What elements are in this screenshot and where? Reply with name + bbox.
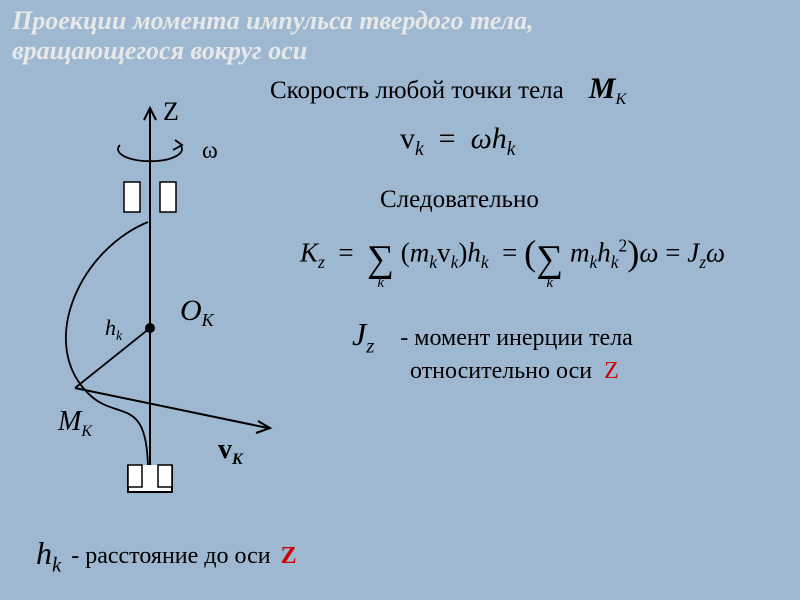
hk-k1: k (507, 139, 516, 160)
therefore-text: Следовательно (380, 186, 539, 213)
diagram-svg: Z ω OK hk MK vK (20, 90, 300, 510)
sigma2-sub: k (546, 275, 553, 292)
jz-label: Jz - момент инерции тела относительно ос… (352, 316, 633, 385)
lp2: ( (524, 233, 536, 273)
ok-label: OK (180, 294, 215, 330)
hk2-sub: k (481, 252, 489, 272)
Jz2-sub: z (366, 334, 374, 357)
eq3: = (502, 237, 517, 267)
formula-kz: Kz = ∑ k (mkvk)hk = ( ∑ k mkhk2)ω = Jzω (300, 232, 725, 281)
hk-foot-sub: k (52, 553, 61, 576)
MK-K: K (615, 90, 626, 108)
z-red2: Z (281, 543, 297, 570)
therefore-label: Следовательно (380, 186, 539, 214)
rp2: ) (627, 233, 639, 273)
omega-label: ω (202, 138, 218, 164)
hk2: h (467, 237, 481, 267)
mk2: m (570, 237, 590, 267)
vk-vector (75, 388, 268, 428)
rp1: ) (458, 237, 467, 267)
hk-footer: hk - расстояние до оси Z (36, 535, 297, 577)
eq2: = (338, 237, 353, 267)
omega1: ω (471, 122, 492, 155)
omega2: ω (639, 237, 658, 267)
vk-v: v (400, 122, 415, 155)
vk-k: k (415, 139, 424, 160)
rotation-arrow (173, 140, 182, 150)
mi-line2: относительно оси (410, 358, 592, 384)
Kz-K: K (300, 237, 318, 267)
eq1: = (439, 122, 456, 155)
bearing-bottom-r (158, 465, 172, 487)
mk-diag-label: MK (57, 406, 93, 440)
vk-diag-label: vK (218, 434, 244, 468)
hk-diag-label: hk (105, 315, 123, 344)
lp1: ( (401, 237, 410, 267)
MK-M: M (589, 72, 616, 105)
hk3: h (597, 237, 611, 267)
Jz1: J (687, 237, 699, 267)
Jz2: J (352, 316, 366, 352)
title-line1: Проекции момента импульса твердого тела, (12, 6, 534, 35)
dist-label: - расстояние до оси (71, 543, 270, 570)
z-red1: Z (604, 358, 619, 384)
formula-velocity: vk = ωhk (400, 122, 515, 161)
vk2: v (437, 237, 451, 267)
bearing-top-right (160, 182, 176, 212)
omega3: ω (706, 237, 725, 267)
symbol-MK: MK (589, 77, 627, 104)
rotation-diagram: Z ω OK hk MK vK (20, 90, 300, 490)
sigma1-sub: k (377, 275, 384, 292)
page-title: Проекции момента импульса твердого тела,… (12, 6, 534, 66)
Kz-z: z (318, 252, 325, 272)
bearing-bottom-l (128, 465, 142, 487)
mk1: m (410, 237, 430, 267)
mi-line1: - момент инерции тела (400, 325, 633, 351)
mk1-sub: k (429, 252, 437, 272)
hk-foot: h (36, 535, 52, 571)
bearing-top-left (124, 182, 140, 212)
eq4: = (665, 237, 680, 267)
title-line2: вращающегося вокруг оси (12, 36, 307, 65)
velocity-text: Скорость любой точки тела (270, 77, 564, 104)
sq1: 2 (619, 235, 628, 255)
velocity-label: Скорость любой точки тела MK (270, 72, 626, 109)
z-axis-label: Z (163, 97, 179, 126)
hk-h1: h (492, 122, 507, 155)
hk3-sub: k (611, 252, 619, 272)
